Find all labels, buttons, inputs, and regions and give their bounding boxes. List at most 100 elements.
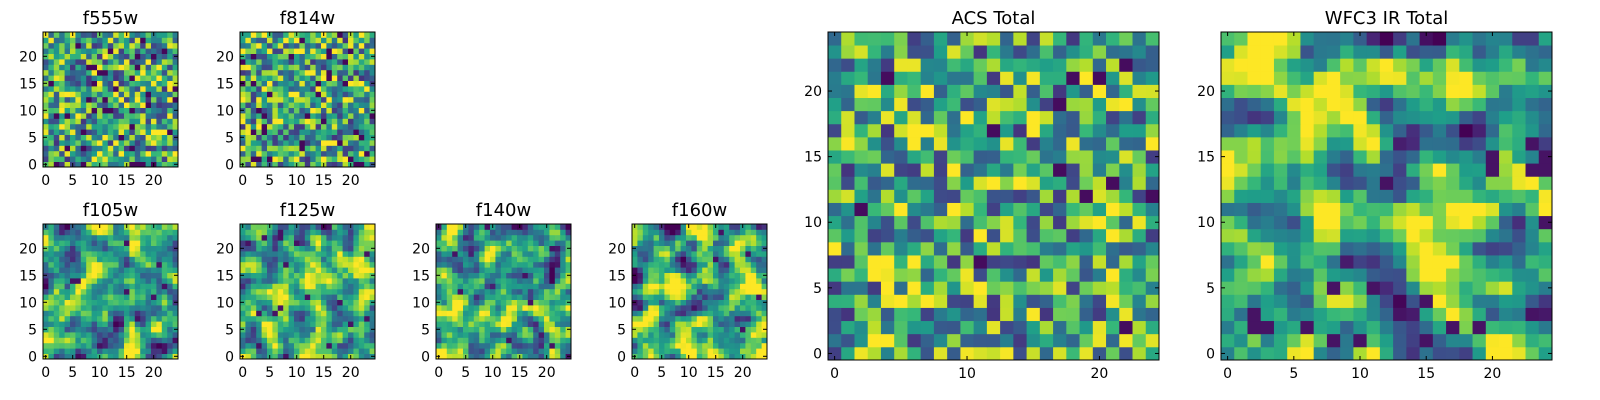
heatmap-cell [337, 245, 343, 252]
heatmap-cell [867, 320, 882, 335]
heatmap-cell [134, 256, 141, 263]
heatmap-cell [828, 215, 842, 230]
heatmap-cell [113, 299, 119, 306]
heatmap-cell [261, 102, 268, 108]
heatmap-cell [321, 150, 327, 157]
heatmap-cell [267, 326, 273, 333]
heatmap-cell [283, 86, 289, 92]
heatmap-cell [1446, 320, 1460, 335]
heatmap-cell [369, 75, 376, 81]
heatmap-cell [947, 110, 961, 125]
heatmap-cell [86, 156, 92, 162]
heatmap-cell [48, 272, 55, 279]
heatmap-cell [1273, 241, 1288, 256]
heatmap-cell [59, 305, 65, 311]
heatmap-cell [48, 102, 55, 108]
heatmap-cell [64, 245, 71, 252]
heatmap-cell [637, 348, 644, 354]
heatmap-cell [145, 305, 152, 311]
heatmap-cell [321, 234, 327, 241]
heatmap-cell [353, 123, 360, 130]
heatmap-cell [48, 75, 55, 81]
heatmap-cell [240, 113, 246, 119]
heatmap-cell [473, 256, 480, 263]
heatmap-cell [156, 161, 163, 168]
heatmap-cell [167, 140, 173, 146]
heatmap-cell [1340, 241, 1354, 256]
heatmap-cell [59, 321, 65, 327]
heatmap-cell [342, 245, 349, 252]
heatmap-cell [348, 134, 354, 141]
heatmap-cell [841, 123, 855, 138]
heatmap-cell [97, 310, 103, 317]
heatmap-cell [358, 288, 365, 295]
heatmap-cell [642, 353, 649, 360]
heatmap-cell [669, 283, 676, 290]
y-tick-label: 5 [421, 322, 430, 338]
heatmap-cell [880, 58, 895, 72]
heatmap-cell [358, 86, 365, 92]
heatmap-cell [702, 224, 708, 230]
heatmap-cell [1393, 294, 1407, 308]
heatmap-cell [463, 337, 469, 344]
heatmap-cell [304, 234, 311, 241]
heatmap-cell [321, 69, 327, 76]
heatmap-cell [533, 337, 539, 344]
heatmap-cell [527, 283, 534, 290]
heatmap-cell [267, 86, 273, 92]
heatmap-cell [134, 150, 141, 157]
heatmap-cell [452, 272, 458, 279]
heatmap-cell [490, 294, 496, 300]
heatmap-cell [669, 305, 676, 311]
heatmap-cell [315, 80, 322, 87]
heatmap-cell [436, 294, 442, 300]
heatmap-cell [331, 326, 338, 333]
heatmap-cell [1079, 320, 1094, 335]
heatmap-cell [1119, 176, 1133, 190]
heatmap-cell [669, 353, 676, 360]
heatmap-cell [107, 91, 114, 98]
heatmap-cell [102, 118, 109, 125]
heatmap-cell [560, 245, 566, 252]
heatmap-cell [250, 353, 257, 360]
heatmap-cell [960, 307, 975, 322]
heatmap-cell [342, 134, 349, 141]
heatmap-cell [1366, 320, 1381, 335]
heatmap-cell [369, 251, 376, 257]
heatmap-cell [867, 268, 882, 282]
heatmap-cell [348, 118, 354, 125]
heatmap-cell [118, 234, 125, 241]
heatmap-cell [1326, 215, 1341, 230]
heatmap-cell [256, 129, 262, 135]
heatmap-cell [495, 267, 502, 273]
heatmap-cell [124, 69, 130, 76]
heatmap-cell [261, 288, 268, 295]
heatmap-cell [167, 299, 173, 306]
heatmap-cell [554, 305, 561, 311]
heatmap-cell [1300, 228, 1315, 243]
heatmap-cell [315, 337, 322, 344]
heatmap-cell [91, 234, 98, 241]
heatmap-cell [1287, 202, 1301, 217]
x-tick-label: 5 [68, 365, 77, 381]
heatmap-cell [1026, 32, 1041, 46]
heatmap-cell [107, 337, 114, 344]
y-tick-label: 20 [216, 241, 234, 257]
heatmap-cell [675, 224, 681, 230]
heatmap-cell [145, 299, 152, 306]
heatmap-cell [331, 80, 338, 87]
heatmap-cell [134, 69, 141, 76]
heatmap-cell [353, 96, 360, 103]
heatmap-cell [250, 118, 257, 125]
heatmap-cell [59, 48, 65, 54]
heatmap-cell [310, 156, 316, 162]
heatmap-cell [113, 107, 119, 114]
heatmap-cell [140, 59, 146, 65]
heatmap-cell [554, 256, 561, 263]
heatmap-cell [1119, 45, 1133, 59]
heatmap-cell [1106, 45, 1120, 59]
heatmap-cell [702, 321, 708, 327]
heatmap-cell [161, 80, 168, 87]
heatmap-cell [337, 102, 343, 108]
